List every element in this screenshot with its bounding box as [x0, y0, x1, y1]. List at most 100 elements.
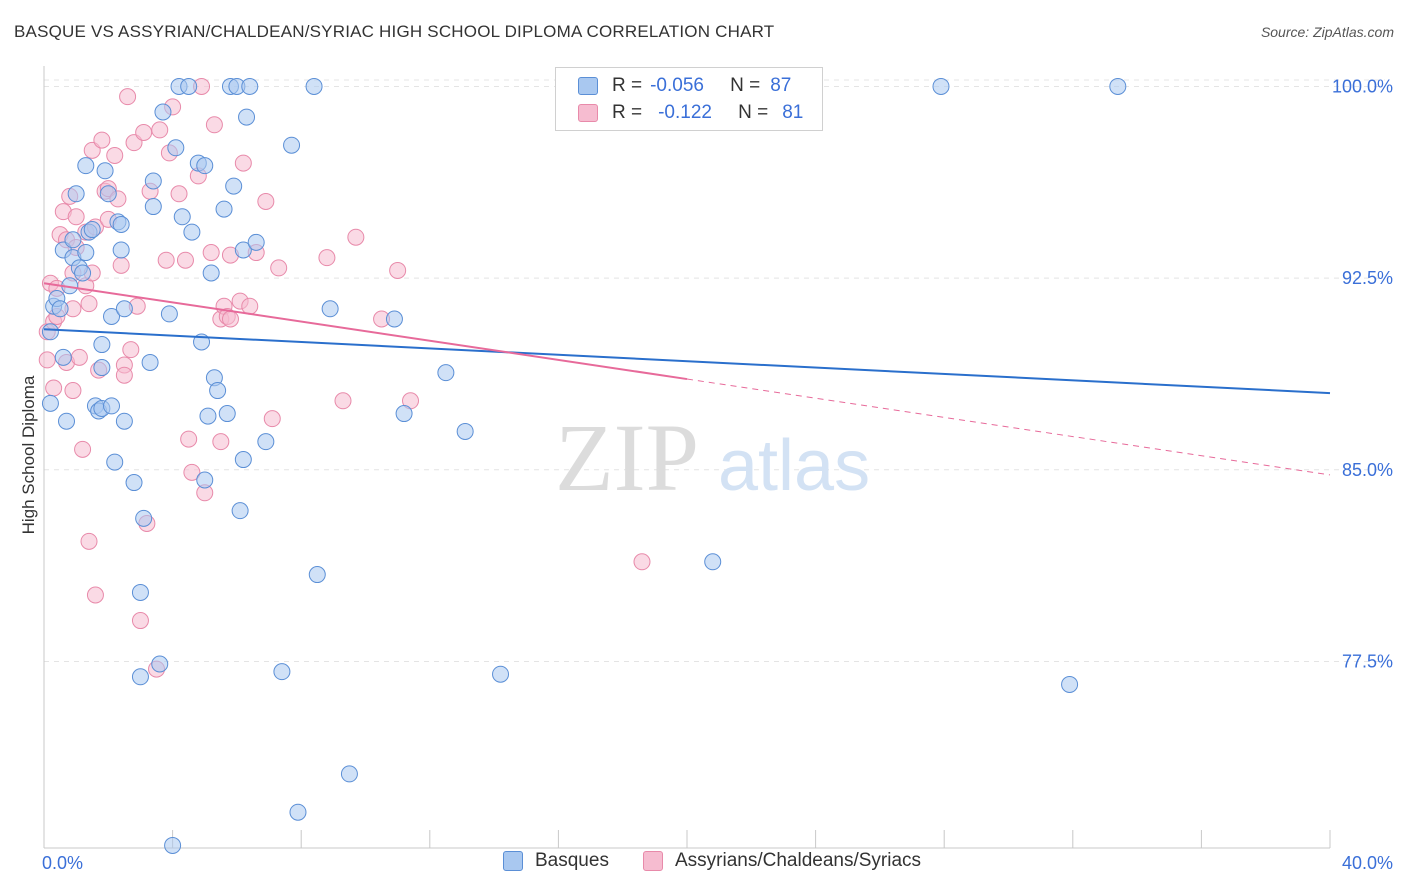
assyrians-point: [221, 310, 239, 328]
assyrians-trend-extension: [686, 378, 1331, 476]
basques-point: [932, 77, 950, 95]
assyrians-point: [183, 463, 201, 481]
basques-point: [340, 765, 358, 783]
basques-point: [77, 244, 95, 262]
assyrians-point: [86, 586, 104, 604]
basques-point: [492, 665, 510, 683]
trend-lines: [43, 282, 1331, 476]
assyrians-point: [131, 612, 149, 630]
basques-swatch: [578, 77, 598, 95]
basques-point: [115, 412, 133, 430]
legend-r-value: -0.056: [650, 75, 704, 96]
basques-point: [74, 264, 92, 282]
stats-legend: R = -0.056 N = 87 R = -0.122 N = 81: [555, 67, 823, 131]
basques-point: [141, 353, 159, 371]
assyrians-point: [38, 351, 56, 369]
assyrians-point: [119, 88, 137, 106]
basques-point: [395, 405, 413, 423]
basques-point: [225, 177, 243, 195]
basques-point: [103, 307, 121, 325]
y-tick-label: 92.5%: [1342, 268, 1393, 288]
y-tick-label: 85.0%: [1342, 460, 1393, 480]
series-assyrians-points: [38, 77, 651, 678]
basques-point: [154, 103, 172, 121]
basques-point: [385, 310, 403, 328]
basques-point: [106, 453, 124, 471]
assyrians-point: [45, 379, 63, 397]
basques-point: [1109, 77, 1127, 95]
basques-point: [115, 300, 133, 318]
assyrians-point: [180, 430, 198, 448]
legend-r-label: R =: [612, 75, 643, 96]
basques-point: [218, 405, 236, 423]
basques-point: [51, 300, 69, 318]
basques-point: [180, 77, 198, 95]
basques-point: [704, 553, 722, 571]
watermark-zip: ZIP: [555, 404, 699, 511]
chart-title: BASQUE VS ASSYRIAN/CHALDEAN/SYRIAC HIGH …: [14, 22, 775, 41]
basques-point: [199, 407, 217, 425]
basques-point: [131, 668, 149, 686]
basques-point: [283, 136, 301, 154]
basques-point: [241, 77, 259, 95]
assyrians-point: [80, 532, 98, 550]
assyrians-point: [70, 348, 88, 366]
legend-label: Assyrians/Chaldeans/Syriacs: [675, 850, 922, 871]
y-tick-label: 77.5%: [1342, 651, 1393, 671]
assyrians-point: [170, 185, 188, 203]
basques-point: [183, 223, 201, 241]
basques-point: [58, 412, 76, 430]
assyrians-point: [334, 392, 352, 410]
basques-point: [135, 509, 153, 527]
basques-point: [321, 300, 339, 318]
axes: [43, 66, 1331, 849]
basques-point: [67, 185, 85, 203]
basques-point: [1061, 675, 1079, 693]
basques-point: [99, 185, 117, 203]
basques-point: [167, 139, 185, 157]
assyrians-point: [241, 297, 259, 315]
basques-point: [234, 241, 252, 259]
y-axis-label: High School Diploma: [19, 375, 38, 534]
basques-point: [144, 172, 162, 190]
basques-point: [164, 836, 182, 854]
basques-point: [215, 200, 233, 218]
basques-point: [83, 221, 101, 239]
basques-point: [54, 348, 72, 366]
legend-r-value: -0.122: [658, 102, 712, 123]
x-tick-label: 0.0%: [42, 853, 83, 873]
assyrians-point: [151, 121, 169, 139]
legend-r-label: R =: [612, 102, 643, 123]
assyrians-point: [318, 249, 336, 267]
assyrians-point: [176, 251, 194, 269]
assyrians-point: [157, 251, 175, 269]
legend-n-value: 87: [770, 75, 792, 96]
assyrians-point: [93, 131, 111, 149]
basques-point: [112, 215, 130, 233]
assyrians-point: [122, 341, 140, 359]
basques-point: [238, 108, 256, 126]
assyrians-swatch: [643, 851, 663, 871]
basques-trend-line: [43, 328, 1331, 395]
basques-point: [305, 77, 323, 95]
basques-point: [173, 208, 191, 226]
basques-point: [41, 394, 59, 412]
assyrians-trend-line: [43, 282, 688, 381]
assyrians-point: [234, 154, 252, 172]
basques-point: [231, 502, 249, 520]
assyrians-point: [64, 382, 82, 400]
basques-point: [103, 397, 121, 415]
basques-point: [209, 382, 227, 400]
assyrians-point: [263, 410, 281, 428]
basques-point: [202, 264, 220, 282]
basques-point: [41, 323, 59, 341]
basques-point: [308, 566, 326, 584]
basques-point: [93, 359, 111, 377]
basques-point: [289, 803, 307, 821]
y-tick-label: 100.0%: [1332, 76, 1393, 96]
legend-row-assyrians: R = -0.122 N = 81: [578, 101, 803, 125]
legend-n-value: 81: [782, 102, 804, 123]
basques-point: [456, 422, 474, 440]
basques-point: [96, 162, 114, 180]
assyrians-point: [347, 228, 365, 246]
